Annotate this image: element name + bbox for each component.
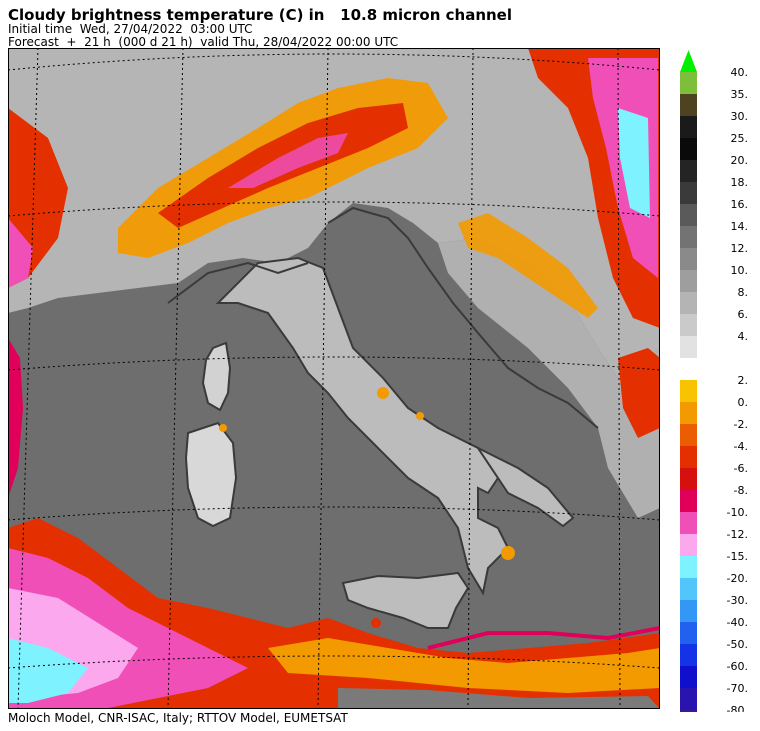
legend-swatch-low-1 [680, 402, 697, 424]
legend-swatch-12 [680, 336, 697, 358]
legend-swatch-low-10 [680, 600, 697, 622]
coastline-tyrrhenian [167, 261, 309, 304]
map-frame [8, 48, 660, 709]
legend-swatch-low-5 [680, 490, 697, 512]
legend-label-1: 35. [731, 88, 749, 101]
legend-swatch-low-12 [680, 644, 697, 666]
cloud-south-grey [338, 688, 660, 709]
legend-label-low-14: -70. [727, 682, 748, 695]
legend-swatch-low-14 [680, 688, 697, 710]
legend-swatch-9 [680, 270, 697, 292]
legend-swatch-6 [680, 204, 697, 226]
cloud-cell-italy-3 [416, 412, 424, 420]
legend-swatch-8 [680, 248, 697, 270]
legend-swatch-1 [680, 94, 697, 116]
satellite-map [8, 48, 660, 709]
legend-label-low-11: -40. [727, 616, 748, 629]
legend-label-low-9: -20. [727, 572, 748, 585]
coastline-adriatic [327, 206, 599, 429]
legend-swatch-low-13 [680, 666, 697, 688]
legend-label-low-7: -12. [727, 528, 748, 541]
legend-swatch-0 [680, 72, 697, 94]
cloud-cell-sicily [371, 618, 381, 628]
legend-swatch-low-6 [680, 512, 697, 534]
legend-swatch-4 [680, 160, 697, 182]
cloud-alps-cold [228, 133, 348, 188]
land-corsica [201, 341, 232, 412]
legend-label-low-3: -4. [734, 440, 748, 453]
legend-swatch-low-2 [680, 424, 697, 446]
legend-label-5: 18. [731, 176, 749, 189]
color-legend: 40. 35. 30. 25. 20. 18. 16. 14. 12. 10. 8. 6. 4. 2. 0… [680, 50, 748, 712]
legend-swatch-low-4 [680, 468, 697, 490]
legend-label-3: 25. [731, 132, 749, 145]
legend-label-low-10: -30. [727, 594, 748, 607]
cloud-south-cyan [8, 638, 88, 703]
land-apulia [475, 445, 575, 528]
legend-swatch-7 [680, 226, 697, 248]
legend-label-2: 30. [731, 110, 749, 123]
cloud-south-orange [268, 638, 660, 693]
legend-lower-block: 2. 0. -2. -4. -6. -8. -10. -12. -15. -20. -30. -40.… [680, 374, 748, 712]
legend-label-low-1: 0. [738, 396, 749, 409]
map-title: Cloudy brightness temperature (C) in 10.… [8, 6, 513, 24]
legend-label-low-8: -15. [727, 550, 748, 563]
legend-label-12: 4. [738, 330, 749, 343]
cloud-west-edge [8, 338, 23, 498]
legend-label-0: 40. [731, 66, 749, 79]
legend-label-9: 10. [731, 264, 749, 277]
initial-time-label: Initial time Wed, 27/04/2022 03:00 UTC [8, 22, 253, 36]
legend-swatch-low-9 [680, 578, 697, 600]
cloud-balkans [458, 213, 598, 318]
cloud-cell-italy-1 [377, 387, 389, 399]
legend-label-low-0: 2. [738, 374, 749, 387]
legend-top-arrow [680, 50, 697, 72]
legend-label-low-15: -80. [727, 704, 748, 712]
legend-label-low-12: -50. [727, 638, 748, 651]
legend-label-10: 8. [738, 286, 749, 299]
legend-label-4: 20. [731, 154, 749, 167]
cloud-albania [618, 348, 660, 438]
legend-swatch-3 [680, 138, 697, 160]
land-north [8, 48, 660, 378]
legend-swatch-5 [680, 182, 697, 204]
credits-footer: Moloch Model, CNR-ISAC, Italy; RTTOV Mod… [8, 711, 348, 725]
lat-lon-grid [8, 48, 660, 709]
legend-swatch-low-11 [680, 622, 697, 644]
cloud-northeast-cyan [618, 108, 650, 218]
land-sicily [341, 571, 470, 629]
land-sardinia [184, 421, 238, 528]
legend-label-11: 6. [738, 308, 749, 321]
legend-label-6: 16. [731, 198, 749, 211]
legend-swatch-2 [680, 116, 697, 138]
cloud-cell-sardinia [219, 424, 227, 432]
legend-swatch-low-8 [680, 556, 697, 578]
legend-label-low-13: -60. [727, 660, 748, 673]
legend-swatch-low-3 [680, 446, 697, 468]
legend-swatch-low-0 [680, 380, 697, 402]
legend-label-8: 12. [731, 242, 749, 255]
cloud-cell-italy-2 [501, 546, 515, 560]
land-balkans [438, 238, 660, 518]
legend-label-low-4: -6. [734, 462, 748, 475]
legend-swatch-low-15 [680, 710, 697, 712]
land-italy [215, 256, 510, 596]
cloud-south-redline [427, 626, 660, 650]
legend-upper-block: 40. 35. 30. 25. 20. 18. 16. 14. 12. 10. 8. 6. 4. [680, 50, 748, 358]
legend-swatch-10 [680, 292, 697, 314]
legend-label-7: 14. [731, 220, 749, 233]
legend-swatch-low-7 [680, 534, 697, 556]
legend-label-low-2: -2. [734, 418, 748, 431]
cloud-west-pink [8, 218, 33, 288]
legend-swatch-11 [680, 314, 697, 336]
forecast-valid-label: Forecast + 21 h (000 d 21 h) valid Thu, … [8, 35, 399, 49]
legend-label-low-5: -8. [734, 484, 748, 497]
legend-label-low-6: -10. [727, 506, 748, 519]
